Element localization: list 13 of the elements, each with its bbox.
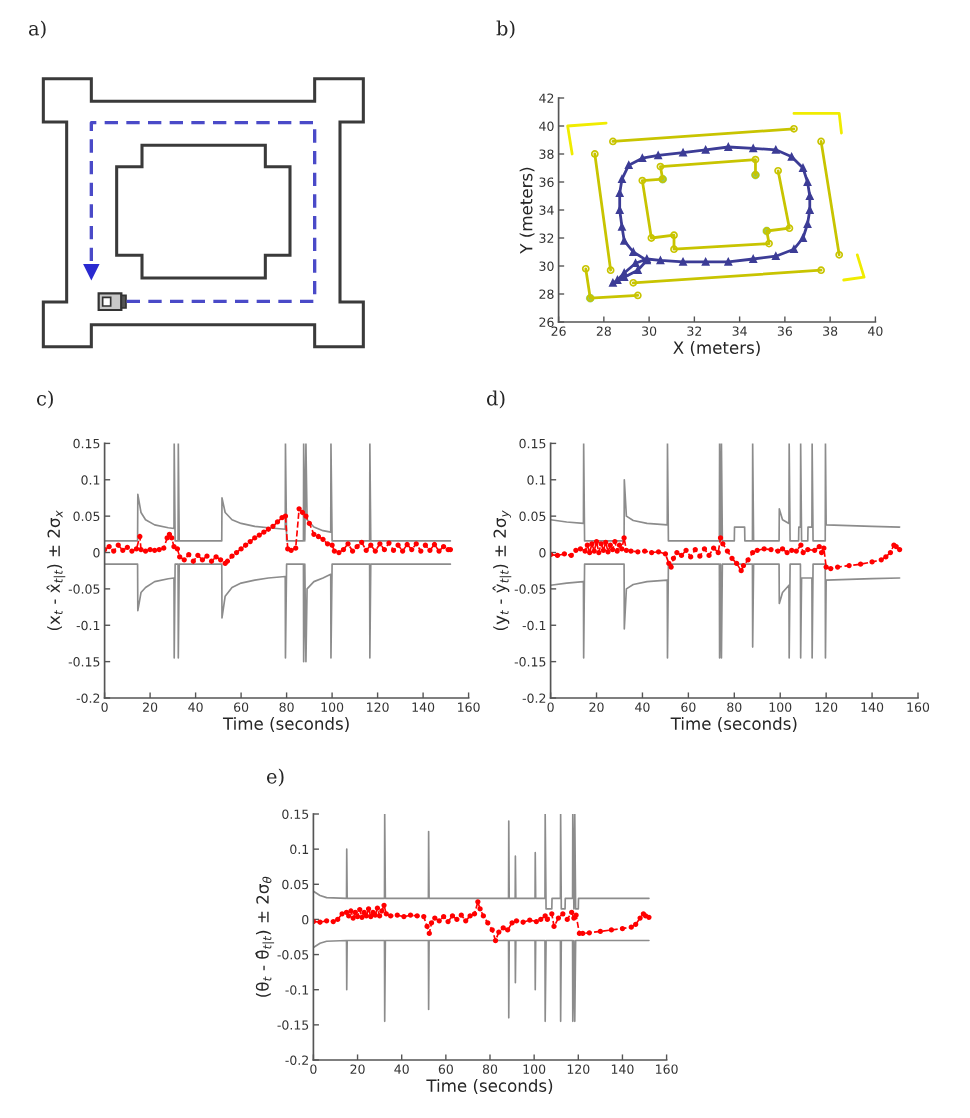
x-axis-title: X (meters) — [673, 341, 760, 356]
x-axis-title: Time (seconds) — [426, 1079, 553, 1094]
y-axis-title: (θ$_{t}$ - θ̂$_{t|t}$) ± 2σ$_{θ}$ — [255, 876, 275, 997]
y-axis-title: (y$_{t}$ - ŷ$_{t|t}$) ± 2σ$_{y}$ — [492, 510, 512, 631]
x-axis-title: Time (seconds) — [670, 717, 797, 732]
y-axis-title: (x$_{t}$ - x̂$_{t|t}$) ± 2σ$_{x}$ — [46, 510, 66, 631]
chart-title: e) — [266, 768, 284, 787]
chart-title: d) — [486, 390, 505, 409]
y-axis-title: Y (meters) — [519, 167, 535, 254]
chart-title: b) — [496, 20, 515, 39]
chart-title: c) — [36, 390, 53, 409]
text: a) — [28, 20, 46, 39]
x-axis-title: Time (seconds) — [222, 717, 349, 732]
